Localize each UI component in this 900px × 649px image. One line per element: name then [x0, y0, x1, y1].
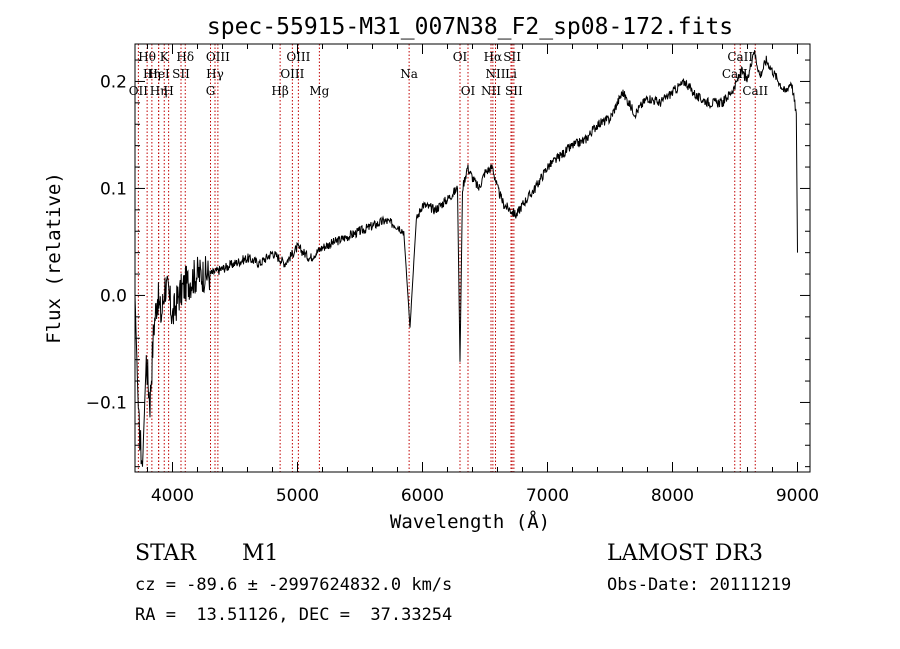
line-marker-label: OIII [206, 50, 230, 64]
x-tick-label: 4000 [151, 486, 194, 506]
line-marker-label: Li [505, 67, 517, 81]
line-marker-label: K [160, 50, 170, 64]
line-marker-label: CaII [727, 50, 753, 64]
line-marker-label: HeI [147, 67, 170, 81]
y-axis-label: Flux (relative) [43, 172, 65, 344]
x-tick-label: 5000 [276, 486, 319, 506]
line-marker-label: SII [503, 50, 521, 64]
line-marker-label: NII [486, 67, 506, 81]
line-marker-label: H [163, 84, 173, 98]
line-marker-label: OIII [280, 67, 304, 81]
line-marker-label: CaII [742, 84, 768, 98]
coordinates: RA = 13.51126, DEC = 37.33254 [135, 605, 452, 625]
spectral-line-markers [137, 44, 756, 472]
x-axis-label: Wavelength (Å) [390, 510, 550, 533]
object-subclass: M1 [242, 541, 279, 566]
y-axis-ticks: −0.1 0.0 0.1 0.2 [86, 59, 810, 468]
line-marker-label: Mg [309, 84, 329, 98]
x-axis-ticks: 4000 5000 6000 7000 8000 9000 [147, 44, 819, 506]
line-marker-label: Hη [150, 84, 168, 98]
line-marker-label: Hδ [176, 50, 194, 64]
x-tick-label: 7000 [526, 486, 569, 506]
line-marker-label: OI [453, 50, 468, 64]
y-tick-label: −0.1 [86, 393, 127, 413]
line-marker-label: G [206, 84, 216, 98]
y-tick-label: 0.0 [100, 286, 127, 306]
x-tick-label: 6000 [401, 486, 444, 506]
line-marker-label: Na [400, 67, 418, 81]
spectrum-line [134, 49, 798, 467]
line-marker-label: Hη [143, 67, 161, 81]
line-marker-label: Hβ [271, 84, 288, 98]
line-marker-label: OIII [286, 50, 310, 64]
chart-title: spec-55915-M31_007N38_F2_sp08-172.fits [207, 14, 733, 40]
survey-label: LAMOST DR3 [607, 541, 763, 566]
x-tick-label: 9000 [776, 486, 819, 506]
line-marker-label: Hα [484, 50, 503, 64]
line-marker-label: OII [129, 84, 149, 98]
y-tick-label: 0.2 [100, 72, 127, 92]
object-type: STAR [135, 541, 197, 566]
line-marker-label: OI [461, 84, 476, 98]
line-marker-label: Hθ [138, 50, 156, 64]
line-marker-label: NII [481, 84, 501, 98]
line-marker-label: SII [172, 67, 190, 81]
line-marker-label: Hγ [206, 67, 224, 81]
plot-frame [134, 43, 811, 473]
line-marker-label: SII [505, 84, 523, 98]
obs-date: Obs-Date: 20111219 [607, 575, 791, 595]
y-tick-label: 0.1 [100, 179, 127, 199]
redshift-info: cz = -89.6 ± -2997624832.0 km/s [135, 575, 452, 595]
x-tick-label: 8000 [651, 486, 694, 506]
